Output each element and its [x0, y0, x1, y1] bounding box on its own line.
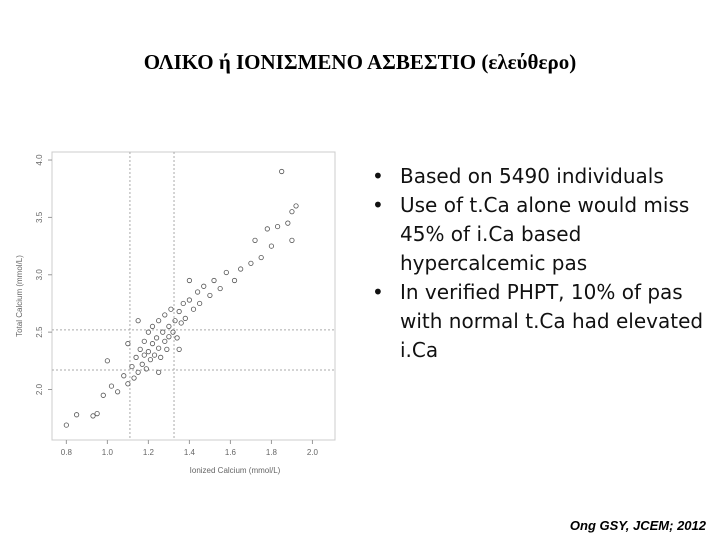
bullet: Use of t.Ca alone would miss 45% of i.Ca…: [370, 191, 715, 278]
data-point: [186, 297, 192, 303]
data-point: [252, 237, 258, 243]
data-point: [156, 369, 162, 375]
data-point: [131, 375, 137, 381]
data-point: [293, 203, 299, 209]
citation: Ong GSY, JCEM; 2012: [569, 518, 706, 533]
x-tick-label: 0.8: [61, 448, 73, 457]
data-point: [168, 306, 174, 312]
x-tick-label: 1.4: [184, 448, 196, 457]
data-point: [137, 346, 143, 352]
data-point: [164, 346, 170, 352]
data-point: [274, 223, 281, 230]
y-tick-label: 2.5: [35, 326, 44, 338]
data-point: [133, 354, 139, 360]
data-point: [153, 335, 160, 341]
data-point: [289, 209, 295, 215]
data-point: [90, 413, 96, 419]
bullet-list: Based on 5490 individualsUse of t.Ca alo…: [370, 162, 715, 365]
data-point: [151, 352, 158, 358]
data-point: [172, 318, 178, 324]
data-point: [162, 312, 168, 318]
data-point: [176, 346, 182, 352]
data-point: [63, 422, 69, 428]
data-point: [258, 254, 264, 261]
data-point: [143, 366, 149, 372]
y-tick-label: 2.0: [35, 383, 44, 395]
data-point: [231, 277, 238, 284]
x-tick-label: 1.0: [102, 448, 114, 457]
data-point: [156, 318, 162, 324]
data-point: [145, 349, 151, 355]
plot-frame: [51, 151, 336, 441]
data-point: [170, 329, 176, 335]
data-point: [139, 361, 145, 367]
data-point: [174, 335, 180, 341]
x-axis-label: Ionized Calcium (mmol/L): [190, 466, 281, 475]
data-point: [166, 323, 172, 330]
data-point: [108, 383, 115, 389]
data-point: [182, 315, 188, 321]
data-point: [238, 266, 244, 272]
data-point: [135, 318, 141, 324]
data-point: [129, 363, 135, 370]
data-point: [160, 329, 166, 335]
data-point: [180, 300, 186, 307]
data-point: [178, 320, 184, 326]
data-point: [145, 329, 151, 335]
x-tick-label: 1.6: [225, 448, 237, 457]
data-point: [201, 283, 207, 289]
data-point: [248, 260, 254, 266]
x-tick-label: 1.2: [143, 448, 155, 457]
data-point: [121, 373, 127, 379]
bullet: Based on 5490 individuals: [370, 162, 715, 191]
data-point: [135, 369, 141, 375]
x-tick-label: 2.0: [307, 448, 319, 457]
data-point: [186, 277, 192, 284]
data-point: [176, 308, 182, 315]
y-tick-label: 3.5: [35, 211, 44, 223]
data-point: [162, 338, 168, 344]
data-point: [125, 381, 131, 387]
bullet: In verified PHPT, 10% of pas with normal…: [370, 278, 715, 365]
data-point: [197, 300, 203, 307]
data-point: [100, 392, 106, 398]
x-tick-label: 1.8: [266, 448, 278, 457]
data-point: [223, 269, 229, 276]
data-point: [264, 226, 270, 232]
data-point: [217, 285, 223, 292]
data-point: [115, 389, 121, 395]
data-point: [207, 292, 213, 299]
data-point: [166, 334, 172, 340]
data-point: [156, 345, 162, 351]
y-tick-label: 3.0: [35, 269, 44, 281]
data-point: [190, 306, 197, 312]
data-point: [125, 341, 131, 347]
data-point: [285, 220, 291, 226]
data-point: [74, 412, 80, 418]
y-tick-label: 4.0: [35, 154, 44, 166]
data-point: [211, 277, 217, 284]
data-point: [289, 237, 295, 243]
slide-title: ΟΛΙΚΟ ή ΙΟΝΙΣΜΕΝΟ ΑΣΒΕΣΤΙΟ (ελεύθερο): [143, 50, 577, 74]
data-point: [268, 243, 275, 249]
data-point: [149, 341, 156, 347]
data-point: [104, 358, 110, 364]
data-point: [141, 338, 147, 344]
data-point: [279, 168, 285, 175]
data-point: [149, 323, 156, 330]
data-point: [141, 352, 147, 358]
data-point: [195, 289, 201, 295]
data-point: [147, 357, 154, 363]
y-axis-label: Total Calcium (mmol/L): [15, 255, 24, 337]
data-point: [94, 411, 100, 417]
data-point: [158, 354, 164, 360]
